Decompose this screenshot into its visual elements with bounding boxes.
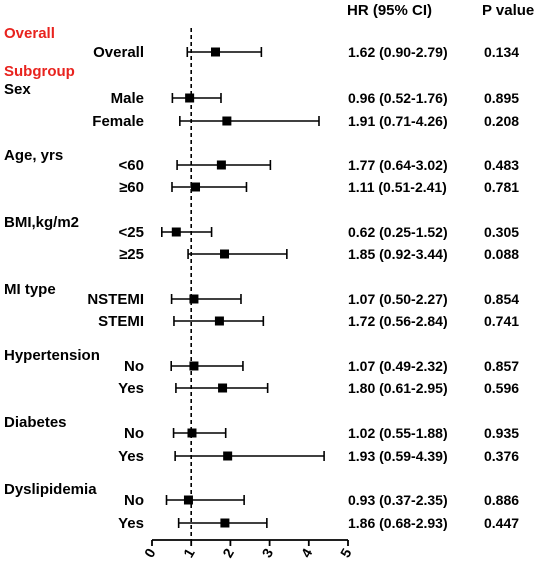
hr-ci-text: 0.62 (0.25-1.52) xyxy=(348,224,448,240)
row-label: ≥60 xyxy=(119,179,144,196)
subgroup-heading: Subgroup xyxy=(4,63,75,80)
hr-ci-text: 1.85 (0.92-3.44) xyxy=(348,246,448,262)
hr-point-marker xyxy=(220,518,230,528)
p-value-text: 0.895 xyxy=(484,90,519,106)
hr-point-marker xyxy=(214,316,224,326)
p-value-text: 0.596 xyxy=(484,380,519,396)
p-value-text: 0.886 xyxy=(484,492,519,508)
group-label: Age, yrs xyxy=(4,147,63,164)
hr-column-header: HR (95% CI) xyxy=(347,2,432,19)
hr-point-marker xyxy=(222,116,232,126)
p-value-text: 0.741 xyxy=(484,313,519,329)
hr-point-marker xyxy=(220,249,230,259)
hr-point-marker xyxy=(191,182,201,192)
hr-point-marker xyxy=(187,428,197,438)
hr-ci-text: 1.02 (0.55-1.88) xyxy=(348,425,448,441)
group-label: Dyslipidemia xyxy=(4,481,97,498)
x-tick-label: 5 xyxy=(337,545,355,560)
p-value-text: 0.447 xyxy=(484,515,519,531)
hr-point-marker xyxy=(189,294,199,304)
row-label: No xyxy=(124,425,144,442)
row-label: Male xyxy=(111,90,144,107)
p-value-text: 0.857 xyxy=(484,358,519,374)
hr-point-marker xyxy=(216,160,226,170)
hr-ci-text: 1.77 (0.64-3.02) xyxy=(348,157,448,173)
p-value-text: 0.376 xyxy=(484,448,519,464)
hr-ci-text: 1.11 (0.51-2.41) xyxy=(348,179,447,195)
row-label: No xyxy=(124,492,144,509)
p-value-text: 0.854 xyxy=(484,291,519,307)
group-label: Sex xyxy=(4,81,31,98)
hr-ci-text: 1.93 (0.59-4.39) xyxy=(348,448,448,464)
hr-ci-text: 1.07 (0.49-2.32) xyxy=(348,358,448,374)
p-value-text: 0.483 xyxy=(484,157,519,173)
p-value-text: 0.781 xyxy=(484,179,519,195)
hr-ci-text: 0.93 (0.37-2.35) xyxy=(348,492,448,508)
row-label: ≥25 xyxy=(119,246,144,263)
hr-ci-text: 1.91 (0.71-4.26) xyxy=(348,113,448,129)
p-value-text: 0.935 xyxy=(484,425,519,441)
x-tick-label: 2 xyxy=(219,545,237,560)
group-label: Diabetes xyxy=(4,414,67,431)
p-column-header: P value xyxy=(482,2,534,19)
hr-point-marker xyxy=(189,361,199,371)
row-label: Overall xyxy=(93,44,144,61)
x-tick-label: 3 xyxy=(258,545,276,560)
hr-point-marker xyxy=(211,47,221,57)
row-label: NSTEMI xyxy=(87,291,144,308)
row-label: Yes xyxy=(118,448,144,465)
hr-point-marker xyxy=(171,227,181,237)
group-label: Hypertension xyxy=(4,347,100,364)
overall-heading: Overall xyxy=(4,25,55,42)
hr-point-marker xyxy=(183,495,193,505)
p-value-text: 0.134 xyxy=(484,44,519,60)
row-label: <60 xyxy=(119,157,144,174)
hr-ci-text: 1.80 (0.61-2.95) xyxy=(348,380,448,396)
hr-point-marker xyxy=(223,451,233,461)
group-label: BMI,kg/m2 xyxy=(4,214,79,231)
hr-ci-text: 1.07 (0.50-2.27) xyxy=(348,291,448,307)
p-value-text: 0.208 xyxy=(484,113,519,129)
row-label: Yes xyxy=(118,515,144,532)
row-label: STEMI xyxy=(98,313,144,330)
group-label: MI type xyxy=(4,281,56,298)
hr-ci-text: 1.72 (0.56-2.84) xyxy=(348,313,448,329)
row-label: <25 xyxy=(119,224,144,241)
hr-point-marker xyxy=(185,93,195,103)
hr-point-marker xyxy=(218,383,228,393)
row-label: Yes xyxy=(118,380,144,397)
x-tick-label: 1 xyxy=(180,545,198,560)
row-label: Female xyxy=(92,113,144,130)
hr-ci-text: 1.86 (0.68-2.93) xyxy=(348,515,448,531)
x-tick-label: 4 xyxy=(298,545,316,560)
row-label: No xyxy=(124,358,144,375)
hr-ci-text: 0.96 (0.52-1.76) xyxy=(348,90,448,106)
p-value-text: 0.088 xyxy=(484,246,519,262)
x-tick-label: 0 xyxy=(141,545,159,560)
p-value-text: 0.305 xyxy=(484,224,519,240)
hr-ci-text: 1.62 (0.90-2.79) xyxy=(348,44,448,60)
